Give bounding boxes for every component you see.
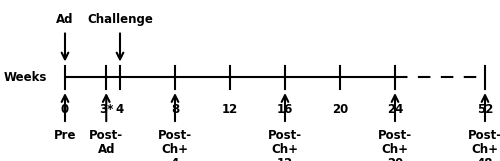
Text: 24: 24 xyxy=(387,103,403,116)
Text: 52: 52 xyxy=(477,103,493,116)
Text: 3*: 3* xyxy=(99,103,114,116)
Text: Post-
Ch+
48: Post- Ch+ 48 xyxy=(468,129,500,161)
Text: Weeks: Weeks xyxy=(4,71,48,84)
Text: 0: 0 xyxy=(61,103,69,116)
Text: Post-
Ch+
4: Post- Ch+ 4 xyxy=(158,129,192,161)
Text: Ad: Ad xyxy=(56,13,74,26)
Text: Pre: Pre xyxy=(54,129,76,142)
Text: 16: 16 xyxy=(277,103,293,116)
Text: Challenge: Challenge xyxy=(87,13,153,26)
Text: 4: 4 xyxy=(116,103,124,116)
Text: Post-
Ad: Post- Ad xyxy=(89,129,124,156)
Text: 12: 12 xyxy=(222,103,238,116)
Text: 20: 20 xyxy=(332,103,348,116)
Text: Post-
Ch+
20: Post- Ch+ 20 xyxy=(378,129,412,161)
Text: Post-
Ch+
12: Post- Ch+ 12 xyxy=(268,129,302,161)
Text: 8: 8 xyxy=(171,103,179,116)
